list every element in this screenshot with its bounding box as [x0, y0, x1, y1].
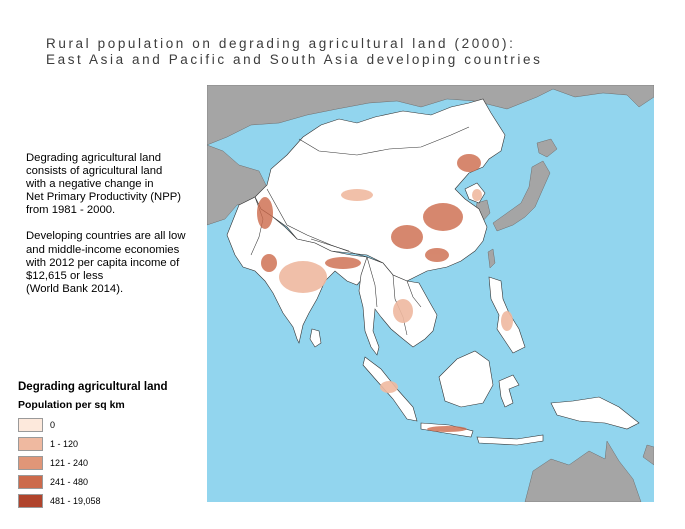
- legend-item: 241 - 480: [18, 473, 208, 490]
- russia-region: [207, 85, 654, 146]
- map-canvas: [207, 85, 654, 502]
- note-degrading-land-definition: Degrading agricultural land consists of …: [26, 152, 182, 217]
- china-mongolia-region: [254, 98, 506, 282]
- legend-item: 481 - 19,058: [18, 492, 208, 509]
- border-himalaya: [266, 188, 368, 258]
- degradation-sichuan: [391, 225, 423, 249]
- legend-swatch: [18, 455, 43, 470]
- border-mongolia-china: [298, 126, 470, 156]
- legend-label: 481 - 19,058: [50, 495, 101, 506]
- degradation-gansu: [341, 189, 373, 201]
- legend-swatch: [18, 436, 43, 451]
- degradation-java: [427, 426, 467, 432]
- legend-item: 121 - 240: [18, 454, 208, 471]
- degradation-gujarat: [261, 254, 277, 272]
- degradation-philippines: [501, 311, 513, 331]
- legend-swatch: [18, 474, 43, 489]
- border-vietnam: [406, 280, 422, 308]
- degradation-thailand: [393, 299, 413, 323]
- legend-swatch: [18, 493, 43, 508]
- title-line-1: Rural population on degrading agricultur…: [46, 36, 516, 51]
- borneo-island: [438, 350, 494, 408]
- border-myanmar: [366, 256, 378, 308]
- legend-label: 1 - 120: [50, 438, 79, 449]
- legend-item: 0: [18, 416, 208, 433]
- legend-swatch: [18, 417, 43, 432]
- title-line-2: East Asia and Pacific and South Asia dev…: [46, 52, 543, 67]
- map-title: Rural population on degrading agricultur…: [46, 36, 676, 68]
- legend-label: 0: [50, 419, 56, 430]
- degradation-india-central: [279, 261, 327, 293]
- map-legend: Degrading agricultural land Population p…: [18, 381, 208, 511]
- sri-lanka-island: [309, 328, 322, 348]
- japan-island: [492, 160, 551, 232]
- legend-label: 121 - 240: [50, 457, 89, 468]
- degradation-sumatra: [380, 381, 398, 393]
- papua-new-guinea: [550, 396, 640, 430]
- legend-label: 241 - 480: [50, 476, 89, 487]
- degradation-ganges: [325, 257, 361, 269]
- degradation-north-china-plain: [423, 203, 463, 231]
- degradation-korea: [472, 189, 482, 201]
- definition-note: Degrading agricultural land consists of …: [26, 152, 211, 309]
- degradation-pakistan: [257, 197, 273, 229]
- legend-item: 1 - 120: [18, 435, 208, 452]
- map-panel: [207, 85, 654, 502]
- note-developing-countries-definition: Developing countries are all low and mid…: [26, 230, 186, 295]
- new-zealand-region: [642, 444, 654, 466]
- sulawesi-island: [498, 374, 520, 408]
- degradation-northeast-china: [457, 154, 481, 172]
- hokkaido-island: [536, 138, 558, 158]
- degradation-south-china: [425, 248, 449, 262]
- lesser-sunda-islands: [476, 434, 544, 446]
- border-nepal: [310, 238, 350, 252]
- australia-region: [524, 440, 642, 502]
- taiwan-island: [487, 248, 496, 269]
- legend-subtitle: Population per sq km: [18, 399, 125, 411]
- legend-title: Degrading agricultural land: [18, 381, 168, 393]
